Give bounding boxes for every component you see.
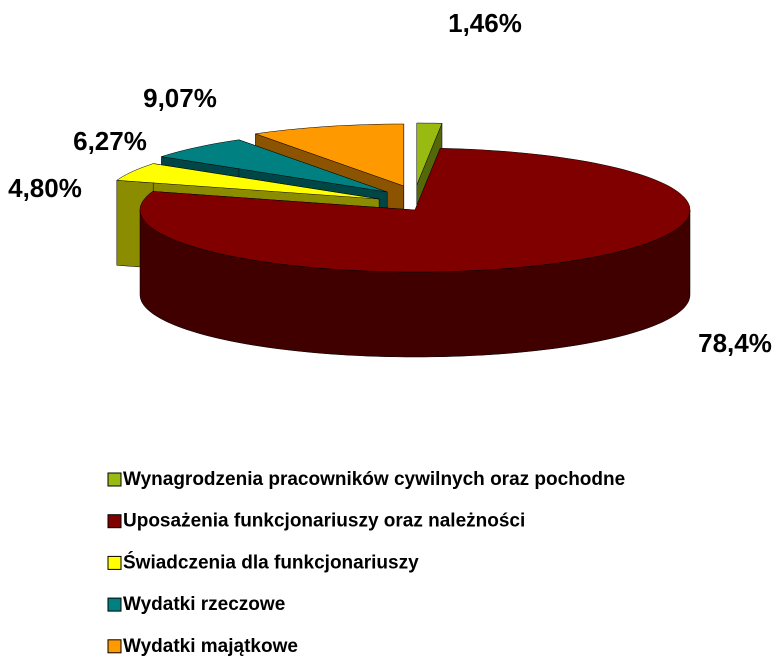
value-label: 6,27% [73, 126, 147, 156]
legend-label: Uposażenia funkcjonariuszy oraz należnoś… [123, 511, 525, 532]
legend-label: Świadczenia dla funkcjonariuszy [123, 551, 419, 573]
legend-swatch [107, 555, 122, 570]
value-label: 9,07% [143, 83, 217, 113]
value-label: 4,80% [8, 173, 82, 203]
slice-top [255, 123, 405, 187]
legend-swatch [107, 639, 122, 654]
legend-label: Wynagrodzenia pracowników cywilnych oraz… [123, 469, 625, 490]
slice-top [161, 139, 388, 193]
value-label: 1,46% [448, 8, 522, 38]
slice-top [416, 122, 443, 186]
legend-label: Wydatki majątkowe [123, 636, 298, 657]
pie-slice [139, 148, 691, 358]
value-label: 78,4% [698, 328, 772, 358]
slice-top [139, 148, 691, 273]
legend-swatch [107, 514, 122, 529]
slice-top [116, 163, 380, 200]
legend-label: Wydatki rzeczowe [123, 594, 285, 615]
legend-swatch [107, 597, 122, 612]
legend-swatch [107, 472, 122, 487]
